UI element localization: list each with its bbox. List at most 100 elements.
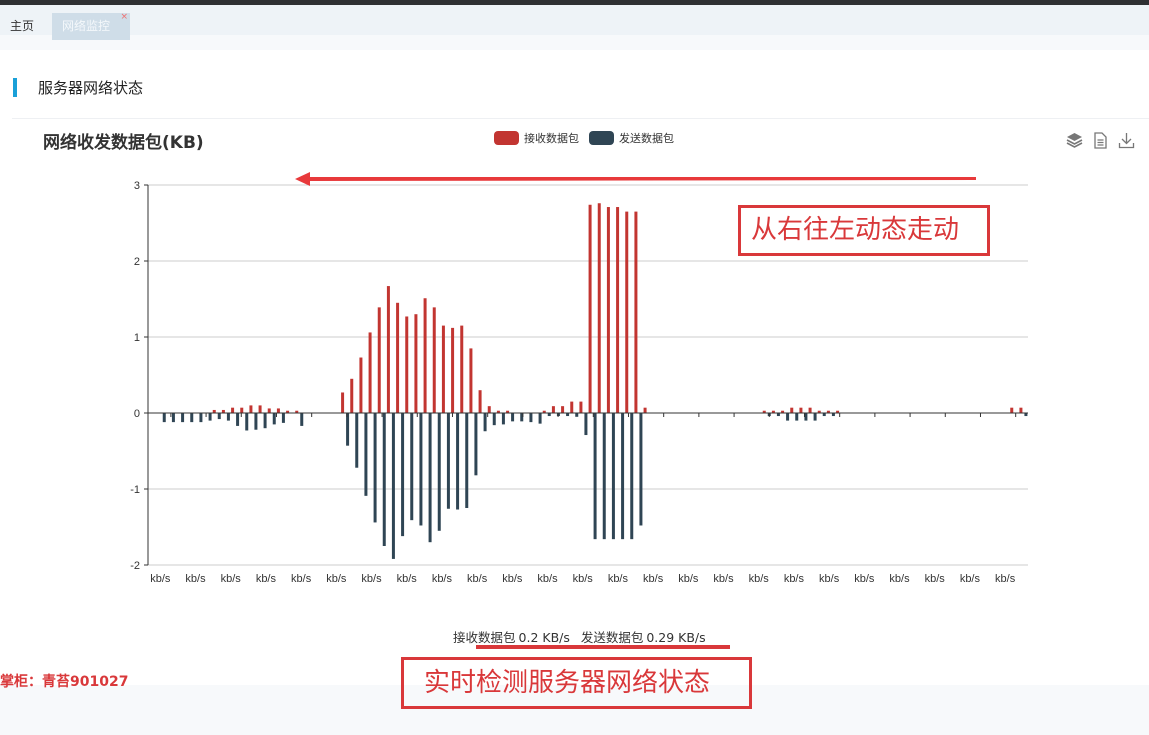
bar-send — [437, 413, 441, 531]
x-tick-label: kb/s — [361, 573, 382, 585]
bar-receive — [808, 407, 812, 413]
x-tick-label: kb/s — [221, 573, 242, 585]
x-tick-label: kb/s — [432, 573, 453, 585]
bar-receive — [781, 410, 785, 413]
bar-send — [1024, 413, 1028, 417]
bar-send — [391, 413, 395, 559]
bar-send — [355, 413, 359, 468]
bar-receive — [799, 407, 803, 413]
section-title: 服务器网络状态 — [38, 79, 144, 97]
bar-send — [492, 413, 496, 426]
bar-receive — [341, 392, 345, 413]
bar-receive — [350, 378, 354, 413]
bar-send — [639, 413, 643, 526]
bar-receive — [240, 407, 244, 413]
bar-send — [456, 413, 460, 510]
bar-receive — [836, 410, 840, 413]
bar-receive — [579, 401, 583, 413]
send-label: 发送数据包 — [580, 630, 644, 645]
bar-receive — [542, 410, 546, 413]
left-arrow-icon — [295, 172, 976, 186]
section-accent-bar — [13, 78, 17, 97]
content-panel — [0, 50, 1149, 685]
x-tick-label: kb/s — [537, 573, 558, 585]
tab-bar: 主页 网络监控 × — [0, 5, 1149, 40]
bar-send — [630, 413, 634, 540]
x-tick-label: kb/s — [889, 573, 910, 585]
chart-toolbox — [1066, 132, 1135, 149]
bar-send — [217, 413, 221, 420]
bar-receive — [377, 307, 381, 413]
document-icon[interactable] — [1092, 132, 1109, 149]
bar-receive — [487, 406, 491, 413]
bar-receive — [616, 207, 620, 413]
x-tick-label: kb/s — [291, 573, 312, 585]
legend-item-receive[interactable]: 接收数据包 — [494, 130, 579, 146]
bar-send — [401, 413, 405, 537]
bar-receive — [221, 409, 225, 413]
bar-send — [520, 413, 524, 422]
x-tick-label: kb/s — [854, 573, 875, 585]
bar-send — [501, 413, 505, 425]
bar-send — [346, 413, 350, 446]
bar-receive — [588, 204, 592, 413]
divider — [12, 118, 1149, 119]
bar-receive — [826, 410, 830, 413]
y-tick-label: -2 — [130, 560, 140, 572]
x-tick-label: kb/s — [502, 573, 523, 585]
bar-send — [538, 413, 542, 424]
send-value: 0.29 KB/s — [646, 630, 706, 645]
bar-send — [584, 413, 588, 436]
bar-send — [813, 413, 817, 421]
recv-label: 接收数据包 — [453, 630, 516, 645]
bar-send — [547, 413, 551, 417]
bar-receive — [570, 401, 574, 413]
x-tick-label: kb/s — [326, 573, 347, 585]
bar-send — [208, 413, 212, 421]
bar-send — [226, 413, 230, 421]
bar-receive — [414, 314, 418, 413]
data-view-stack-icon[interactable] — [1066, 132, 1083, 149]
bar-send — [602, 413, 606, 540]
bar-receive — [762, 410, 766, 413]
bar-send — [281, 413, 285, 423]
x-tick-label: kb/s — [643, 573, 664, 585]
watermark: 掌柜：青苔901027 — [0, 674, 129, 690]
bar-send — [419, 413, 423, 526]
legend-swatch — [589, 131, 614, 145]
bar-send — [199, 413, 203, 423]
download-icon[interactable] — [1118, 132, 1135, 149]
x-tick-label: kb/s — [749, 573, 770, 585]
tab-home[interactable]: 主页 — [0, 13, 44, 40]
close-icon[interactable]: × — [120, 12, 128, 22]
bar-send — [529, 413, 533, 423]
bar-receive — [496, 410, 500, 413]
bar-receive — [597, 203, 601, 413]
bar-receive — [790, 407, 794, 413]
x-tick-label: kb/s — [678, 573, 699, 585]
y-tick-label: 2 — [134, 256, 140, 268]
recv-value: 0.2 KB/s — [518, 630, 570, 645]
bar-send — [566, 413, 570, 417]
legend-label: 接收数据包 — [524, 132, 579, 145]
chart-legend: 接收数据包 发送数据包 — [494, 130, 684, 146]
bar-receive — [396, 302, 400, 413]
tab-network-monitor[interactable]: 网络监控 × — [52, 12, 130, 40]
bar-receive — [451, 327, 455, 413]
x-tick-label: kb/s — [819, 573, 840, 585]
bar-send — [254, 413, 258, 430]
bar-send — [446, 413, 450, 509]
legend-item-send[interactable]: 发送数据包 — [589, 130, 674, 146]
bar-send — [804, 413, 808, 421]
bar-receive — [1019, 407, 1023, 413]
bar-send — [776, 413, 780, 417]
bar-send — [181, 413, 185, 423]
bar-receive — [817, 410, 821, 413]
bar-send — [621, 413, 625, 540]
bar-send — [428, 413, 432, 543]
x-tick-label: kb/s — [995, 573, 1016, 585]
tab-label: 主页 — [10, 19, 35, 33]
y-tick-label: 0 — [134, 408, 140, 420]
